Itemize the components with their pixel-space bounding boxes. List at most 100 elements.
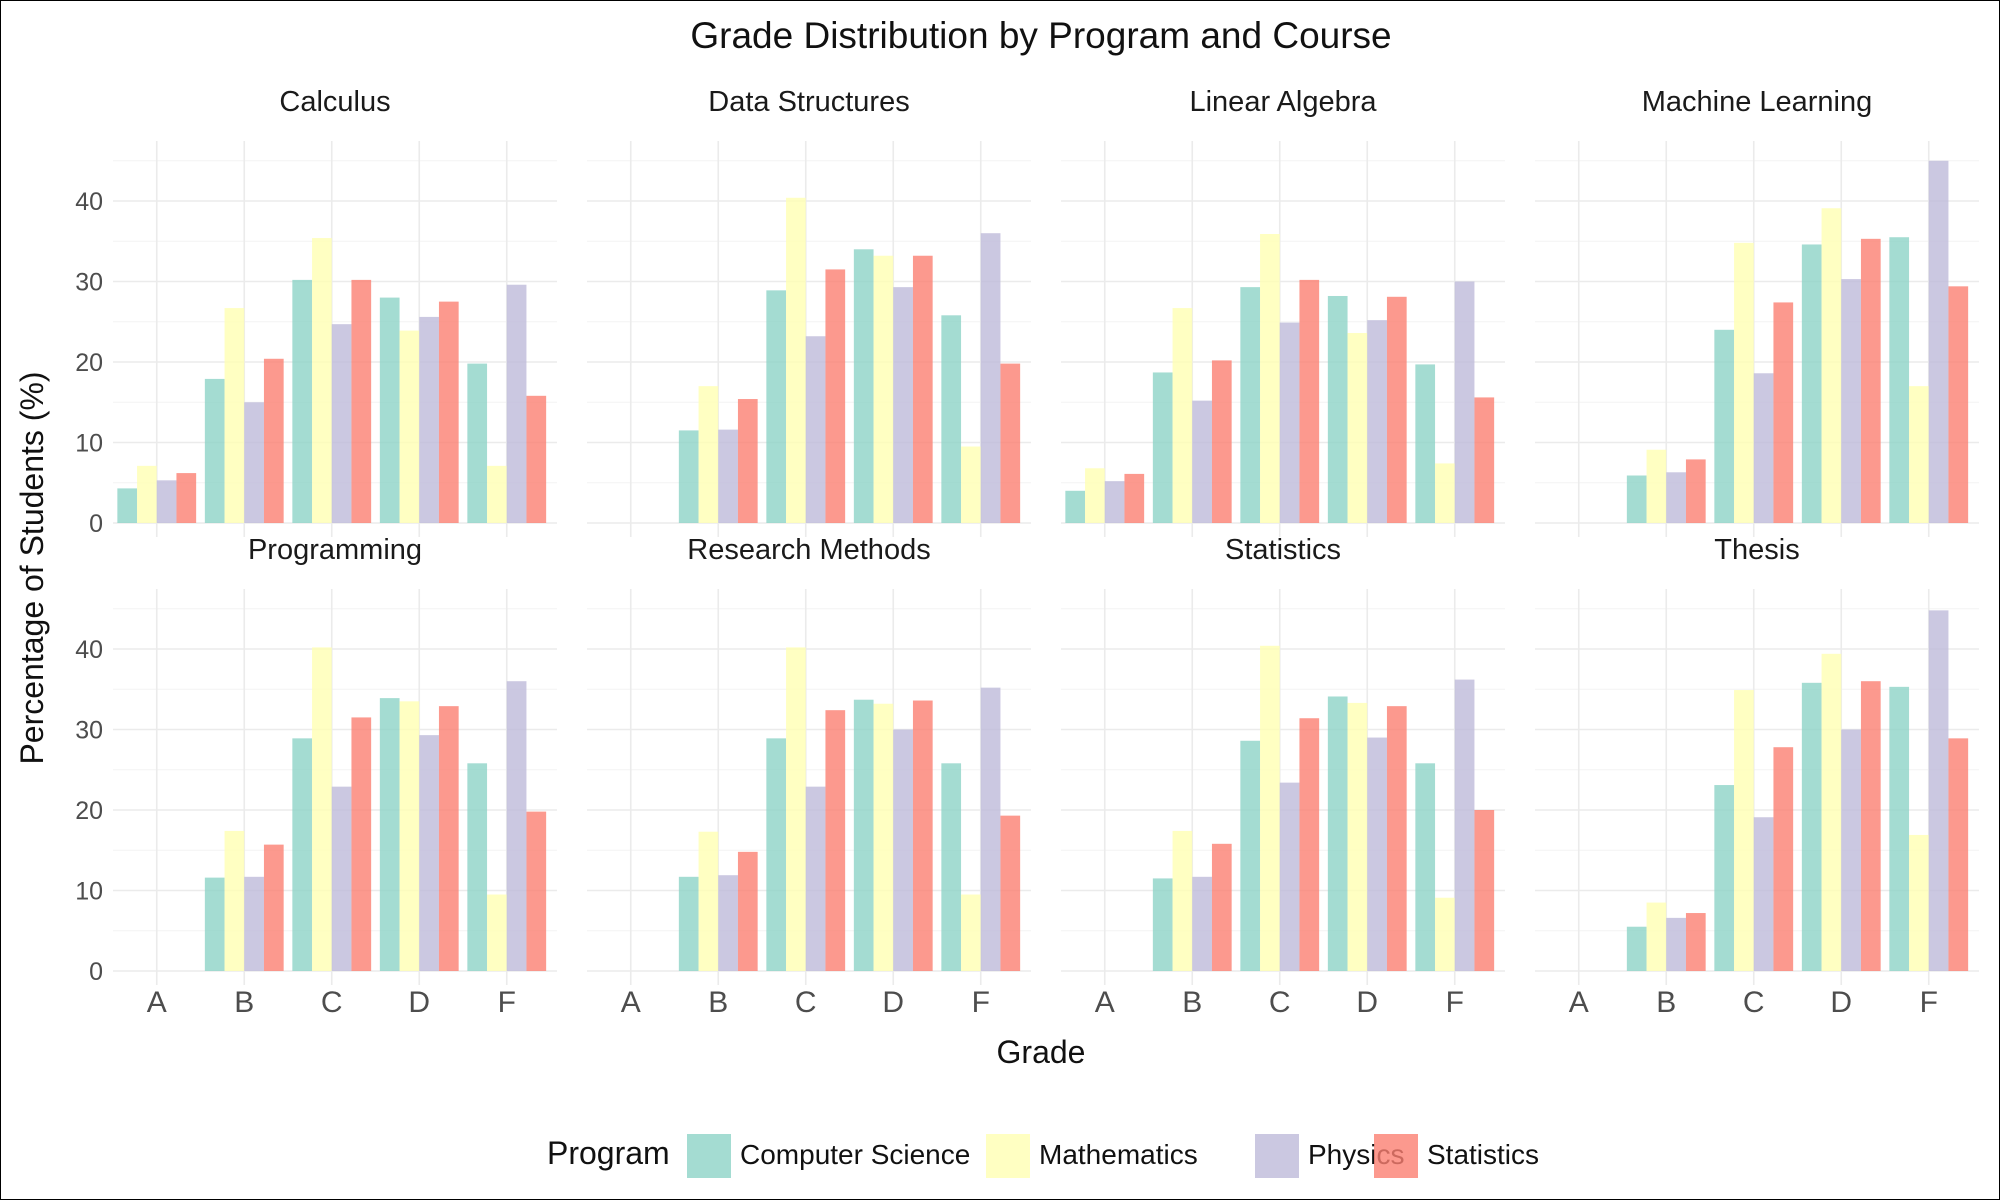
bar: [1211, 843, 1232, 971]
bar: [1000, 815, 1021, 971]
bar: [980, 687, 1001, 971]
legend-swatch: [1374, 1134, 1418, 1178]
bar: [1685, 459, 1706, 523]
bar: [893, 287, 913, 523]
facet-title: Data Structures: [708, 86, 909, 118]
bar: [1065, 490, 1086, 523]
bar: [1714, 329, 1735, 523]
y-tick-label: 40: [75, 188, 103, 216]
bar: [825, 710, 846, 971]
bar: [1327, 696, 1348, 971]
x-tick-label: B: [234, 986, 254, 1019]
bar: [1367, 737, 1387, 971]
bar: [1386, 296, 1407, 523]
bar: [419, 316, 439, 523]
bar: [873, 703, 894, 971]
bar: [1367, 320, 1387, 523]
bar: [526, 395, 547, 523]
bar: [1240, 287, 1261, 523]
bar: [1646, 902, 1667, 971]
bar: [1474, 810, 1495, 971]
bar: [766, 738, 787, 971]
bar: [1860, 681, 1881, 971]
facet-panel: Statistics A B C D F: [1061, 534, 1505, 1019]
bar: [506, 681, 527, 971]
y-tick-label: 0: [89, 510, 103, 538]
bar: [399, 330, 420, 523]
bar: [873, 255, 894, 524]
bar: [526, 811, 547, 971]
legend: Program Computer Science Mathematics Physic…: [547, 1134, 1539, 1178]
x-tick-label: C: [795, 986, 817, 1019]
x-tick-label: A: [621, 986, 641, 1019]
bar: [1152, 878, 1173, 971]
facet-title: Research Methods: [687, 534, 930, 566]
y-tick-label: 30: [75, 717, 103, 745]
bar: [1734, 242, 1754, 524]
bar: [1435, 897, 1455, 971]
bar: [1841, 279, 1861, 523]
legend-item: Mathematics: [986, 1134, 1198, 1178]
x-tick-label: B: [1656, 986, 1676, 1019]
legend-item: Statistics: [1374, 1134, 1539, 1178]
bar: [487, 465, 507, 523]
bar: [961, 894, 981, 971]
bar: [487, 894, 507, 971]
bar: [204, 378, 225, 523]
bar: [1327, 295, 1348, 523]
facet-grid: Calculus 0 10 20 30 40 Data Structures Linear A…: [75, 86, 1979, 1019]
x-tick-label: C: [1269, 986, 1291, 1019]
bar: [224, 308, 245, 523]
x-tick-label: D: [1830, 986, 1852, 1019]
bar: [419, 735, 439, 971]
bar: [1454, 281, 1475, 523]
bar: [1152, 372, 1173, 523]
facet-title: Machine Learning: [1642, 86, 1873, 118]
bar: [1734, 690, 1754, 971]
y-tick-label: 10: [75, 430, 103, 458]
bar: [1279, 322, 1300, 523]
bar: [786, 647, 806, 971]
legend-swatch: [986, 1134, 1030, 1178]
bar: [718, 875, 738, 971]
chart-title: Grade Distribution by Program and Course: [690, 15, 1391, 56]
bar: [1260, 645, 1280, 971]
bar: [698, 386, 719, 523]
bar: [1948, 286, 1969, 523]
bar: [1192, 400, 1212, 523]
facet-panel: Research Methods A B C D F: [587, 534, 1031, 1019]
bar: [1773, 747, 1794, 971]
bar: [941, 763, 962, 971]
bar: [1260, 234, 1280, 523]
facet-title: Statistics: [1225, 534, 1341, 566]
bar: [1626, 926, 1647, 971]
x-tick-label: C: [321, 986, 343, 1019]
bar: [1299, 718, 1320, 971]
bar: [506, 284, 527, 523]
bar: [1801, 244, 1822, 523]
bar: [176, 473, 197, 523]
bar: [1889, 237, 1910, 523]
legend-swatch: [1255, 1134, 1299, 1178]
y-tick-label: 20: [75, 349, 103, 377]
bar: [1386, 706, 1407, 971]
legend-label: Computer Science: [740, 1139, 970, 1170]
bar: [980, 233, 1001, 523]
bar: [1000, 363, 1021, 523]
facet-title: Calculus: [279, 86, 390, 118]
bar: [292, 738, 313, 971]
bar: [1646, 449, 1667, 523]
bar: [912, 700, 933, 971]
x-tick-label: F: [972, 986, 990, 1019]
bar: [1714, 785, 1735, 971]
bar: [1172, 830, 1193, 971]
bar: [805, 336, 826, 523]
bar: [1474, 397, 1495, 523]
bar: [467, 363, 488, 523]
x-tick-label: B: [708, 986, 728, 1019]
y-tick-label: 0: [89, 958, 103, 986]
y-tick-label: 20: [75, 797, 103, 825]
bar: [438, 301, 459, 523]
bar: [853, 249, 874, 524]
bar: [1753, 373, 1774, 523]
